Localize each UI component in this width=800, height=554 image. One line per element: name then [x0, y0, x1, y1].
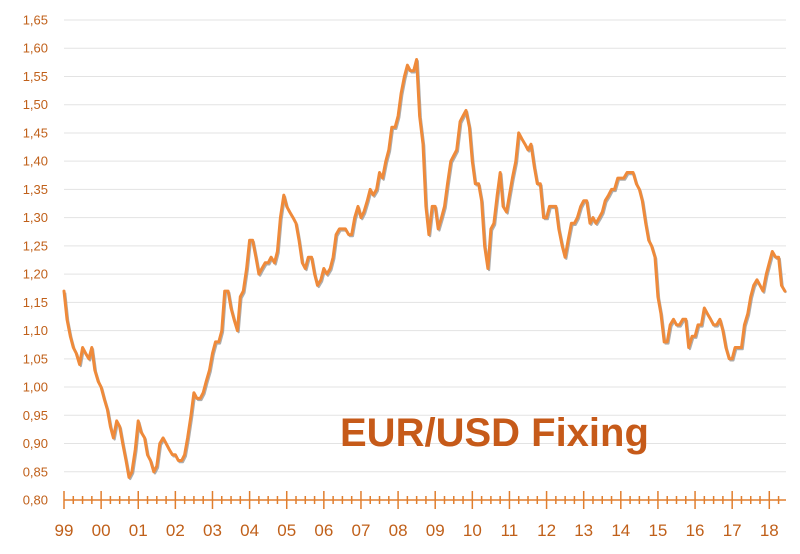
x-tick-label: 17 [723, 521, 742, 540]
y-tick-label: 0,90 [23, 436, 48, 451]
x-tick-label: 12 [537, 521, 556, 540]
y-tick-label: 1,00 [23, 380, 48, 395]
x-tick-label: 08 [389, 521, 408, 540]
y-tick-label: 1,55 [23, 69, 48, 84]
y-tick-label: 0,85 [23, 464, 48, 479]
eur-usd-series-line [62, 58, 787, 479]
x-tick-label: 04 [240, 521, 259, 540]
x-tick-label: 00 [92, 521, 111, 540]
x-tick-label: 06 [314, 521, 333, 540]
y-tick-label: 1,25 [23, 238, 48, 253]
x-tick-label: 99 [55, 521, 74, 540]
y-tick-label: 1,05 [23, 351, 48, 366]
y-axis-tick-labels: 0,80 0,85 0,90 0,95 1,00 1,05 1,10 1,15 1,20 1,25… [23, 13, 48, 508]
y-tick-label: 1,10 [23, 323, 48, 338]
x-axis [63, 491, 786, 509]
y-tick-label: 0,80 [23, 493, 48, 508]
x-tick-label: 16 [686, 521, 705, 540]
x-tick-label: 07 [352, 521, 371, 540]
y-tick-label: 1,65 [23, 13, 48, 28]
x-tick-label: 01 [129, 521, 148, 540]
y-tick-label: 1,15 [23, 295, 48, 310]
x-tick-label: 15 [648, 521, 667, 540]
y-tick-label: 1,60 [23, 41, 48, 56]
x-tick-label: 05 [277, 521, 296, 540]
x-tick-label: 02 [166, 521, 185, 540]
x-tick-label: 11 [501, 521, 519, 540]
x-tick-label: 03 [203, 521, 222, 540]
y-tick-label: 1,30 [23, 210, 48, 225]
x-tick-label: 09 [426, 521, 445, 540]
x-tick-label: 10 [463, 521, 482, 540]
chart-title: EUR/USD Fixing [340, 411, 649, 455]
y-tick-label: 1,20 [23, 267, 48, 282]
x-tick-label: 18 [760, 521, 779, 540]
y-tick-label: 1,35 [23, 182, 48, 197]
series-layer [62, 58, 788, 481]
y-tick-label: 1,50 [23, 97, 48, 112]
y-tick-label: 1,40 [23, 154, 48, 169]
y-tick-label: 1,45 [23, 125, 48, 140]
x-axis-tick-labels: 99 00 01 02 03 04 05 06 07 08 09 10 11 12 13 14 15 16 17 18 [55, 521, 779, 540]
x-tick-label: 13 [574, 521, 593, 540]
y-tick-label: 0,95 [23, 408, 48, 423]
gridlines [64, 19, 786, 473]
x-tick-label: 14 [611, 521, 630, 540]
